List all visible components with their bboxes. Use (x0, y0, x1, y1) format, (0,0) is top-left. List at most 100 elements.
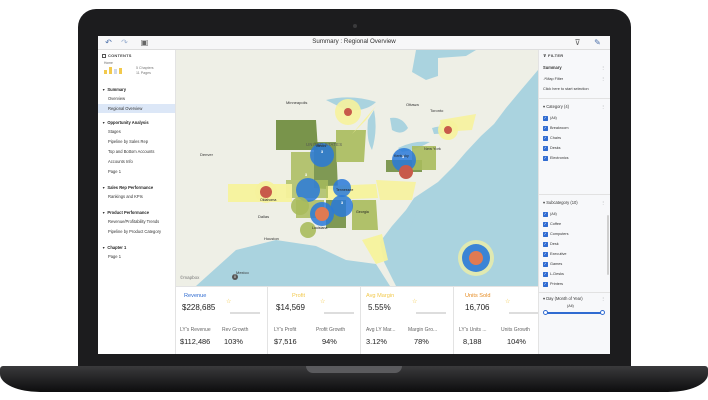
sidebar-item-rankings-kpis[interactable]: Rankings and KPIs (108, 194, 143, 199)
sidebar-item-overview[interactable]: Overview (108, 96, 126, 101)
section-opportunity-analysis[interactable]: ▼ Opportunity Analysis (102, 120, 149, 125)
checkbox-icon[interactable]: ✓ (543, 242, 548, 247)
bubble-la-south[interactable] (300, 222, 316, 238)
more-menu-icon[interactable]: ⋮ (601, 104, 605, 109)
sidebar-item-revenue-trends[interactable]: Revenue/Profitability Trends (108, 219, 160, 224)
sidebar-item-regional-overview[interactable]: Regional Overview (98, 104, 175, 113)
sidebar-item-page-1[interactable]: Page 1 (108, 169, 121, 174)
bubble-tn[interactable] (333, 179, 351, 197)
state-region-mo[interactable] (291, 152, 314, 180)
subcategory-option[interactable]: Computers (550, 232, 569, 236)
bubble-fl-inner[interactable] (469, 251, 483, 265)
redo-arrow-icon[interactable]: ↷ (121, 38, 128, 47)
sidebar-item-pipeline-by-sales-rep[interactable]: Pipeline by Sales Rep (108, 139, 149, 144)
map-canvas[interactable] (176, 50, 538, 286)
section-sales-rep-performance[interactable]: ▼ Sales Rep Performance (102, 185, 153, 190)
section-product-performance[interactable]: ▼ Product Performance (102, 210, 149, 215)
section-summary[interactable]: ▼ Summary (102, 87, 126, 92)
expand-triangle-icon: ▼ (102, 211, 106, 215)
more-menu-icon[interactable]: ⋮ (601, 296, 605, 301)
bubble-illinois[interactable] (310, 143, 334, 167)
checkbox-icon[interactable]: ✓ (543, 116, 548, 121)
category-option[interactable]: Breakroom (550, 126, 569, 130)
cluster-count[interactable]: 3 (304, 172, 308, 177)
checkbox-icon[interactable]: ✓ (543, 136, 548, 141)
pages-icon[interactable]: ▣ (140, 38, 149, 47)
checkbox-icon[interactable]: ✓ (543, 212, 548, 217)
category-option[interactable]: Desks (550, 146, 561, 150)
slider-handle-end[interactable] (600, 310, 605, 315)
subcategory-option[interactable]: Printers (550, 282, 564, 286)
kpi-sub-value: 8,188 (463, 337, 482, 346)
checkbox-icon[interactable]: ✓ (543, 252, 548, 257)
sidebar-item-pipeline-by-category[interactable]: Pipeline by Product Category (108, 229, 162, 234)
sidebar-item-chapter1-page-1[interactable]: Page 1 (108, 254, 121, 259)
funnel-icon[interactable]: ⊽ (574, 38, 581, 47)
kpi-title: Revenue (184, 293, 207, 299)
state-region-ga[interactable] (352, 200, 378, 230)
category-filter-title[interactable]: ▾ Category (4) (543, 104, 569, 109)
slider-handle-start[interactable] (543, 310, 548, 315)
state-region-ny[interactable] (412, 146, 436, 170)
pencil-icon[interactable]: ✎ (594, 38, 601, 47)
subcategory-option[interactable]: (All) (550, 212, 557, 216)
more-menu-icon[interactable]: ⋮ (601, 65, 605, 70)
map-filter-label[interactable]: ↗Map Filter (543, 76, 563, 81)
filter-scrollbar[interactable] (607, 215, 609, 275)
cluster-count[interactable]: 3 (340, 200, 344, 205)
bubble-michigan-inner[interactable] (344, 108, 352, 116)
category-option[interactable]: Electronics (550, 156, 569, 160)
star-icon[interactable]: ☆ (412, 299, 418, 305)
sidebar-item-stages[interactable]: Stages (108, 129, 121, 134)
state-region-mi-upper[interactable] (352, 106, 376, 134)
more-menu-icon[interactable]: ⋮ (601, 76, 605, 81)
kpi-sub-label: Avg LY Mar... (366, 327, 396, 333)
bubble-south[interactable] (331, 195, 353, 217)
sidebar-item-top-bottom-accounts[interactable]: Top and Bottom Accounts (108, 149, 155, 154)
day-filter-title[interactable]: ▾ Day (Month of Year) (543, 296, 583, 301)
sidebar-item-accounts-info[interactable]: Accounts Info (108, 159, 133, 164)
bubble-ky[interactable] (296, 178, 320, 202)
home-thumbnail[interactable] (104, 66, 124, 74)
info-icon[interactable]: i (232, 274, 238, 280)
category-option[interactable]: (All) (550, 116, 557, 120)
selection-hint[interactable]: Click here to start selection (543, 87, 589, 91)
cluster-count[interactable]: 3 (320, 149, 324, 154)
checkbox-icon[interactable]: ✓ (543, 282, 548, 287)
state-region-fl[interactable] (362, 234, 388, 264)
state-region-wi[interactable] (336, 130, 366, 162)
regional-map[interactable]: UNITED STATES Minneapolis Ottawa Toronto… (176, 50, 538, 286)
subcategory-option[interactable]: Games (550, 262, 563, 266)
bubble-pa-inner[interactable] (399, 165, 413, 179)
checkbox-icon[interactable]: ✓ (543, 232, 548, 237)
subcategory-option[interactable]: L-Desks (550, 272, 564, 276)
checkbox-icon[interactable]: ✓ (543, 272, 548, 277)
subcategory-option[interactable]: Executive (550, 252, 567, 256)
star-icon[interactable]: ☆ (320, 299, 326, 305)
star-icon[interactable]: ☆ (226, 299, 232, 305)
more-menu-icon[interactable]: ⋮ (601, 200, 605, 205)
checkbox-icon[interactable]: ✓ (543, 222, 548, 227)
checkbox-icon[interactable]: ✓ (543, 156, 548, 161)
bubble-pa[interactable] (392, 148, 416, 172)
divider (539, 194, 610, 195)
day-range-slider[interactable] (543, 310, 605, 315)
bubble-la-inner[interactable] (315, 207, 329, 221)
bubble-ok-inner[interactable] (260, 186, 272, 198)
cluster-count[interactable]: 3 (401, 154, 405, 159)
checkbox-icon[interactable]: ✓ (543, 262, 548, 267)
undo-arrow-icon[interactable]: ↶ (105, 38, 112, 47)
subcategory-option[interactable]: Desk (550, 242, 559, 246)
checkbox-icon[interactable]: ✓ (543, 146, 548, 151)
subcategory-option[interactable]: Coffee (550, 222, 562, 226)
category-option[interactable]: Chairs (550, 136, 561, 140)
section-chapter-1[interactable]: ▼ Chapter 1 (102, 245, 126, 250)
state-region-nc[interactable] (376, 180, 416, 200)
checkbox-icon[interactable]: ✓ (543, 126, 548, 131)
bubble-toronto-inner[interactable] (444, 126, 452, 134)
mapbox-logo[interactable]: ©mapbox (180, 275, 200, 280)
star-icon[interactable]: ☆ (505, 299, 511, 305)
subcategory-filter-title[interactable]: ▾ Subcategory (10) (543, 200, 578, 205)
bubble-ar[interactable] (291, 197, 309, 215)
state-region-mn[interactable] (276, 120, 318, 150)
